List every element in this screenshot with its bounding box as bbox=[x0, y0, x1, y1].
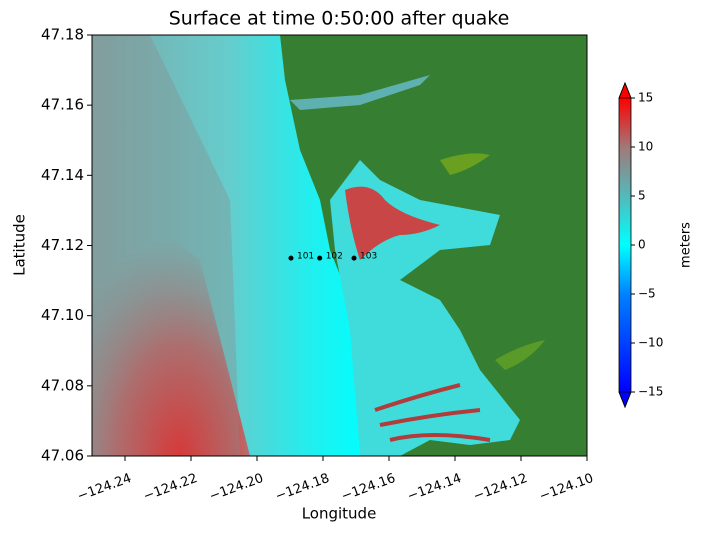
x-tick-label: −124.22 bbox=[141, 471, 199, 504]
gauge-label: 101 bbox=[297, 252, 314, 262]
colorbar-tick-label: 15 bbox=[638, 91, 653, 105]
y-tick-label: 47.10 bbox=[41, 306, 84, 324]
x-tick-label: −124.14 bbox=[405, 471, 463, 504]
y-tick-label: 47.08 bbox=[41, 376, 84, 394]
colorbar bbox=[619, 98, 631, 392]
x-tick-label: −124.10 bbox=[537, 471, 595, 504]
colorbar-tick-label: 5 bbox=[638, 189, 646, 203]
y-tick-label: 47.18 bbox=[41, 26, 84, 44]
colorbar-extend-bottom bbox=[618, 391, 632, 409]
y-tick-label: 47.14 bbox=[41, 166, 84, 184]
y-tick-label: 47.12 bbox=[41, 236, 84, 254]
colorbar-tick-label: 0 bbox=[638, 238, 646, 252]
gauge-label: 103 bbox=[360, 252, 377, 262]
gauge-label: 102 bbox=[326, 252, 343, 262]
y-tick-label: 47.06 bbox=[41, 447, 84, 465]
x-tick-label: −124.12 bbox=[471, 471, 529, 504]
gauge bbox=[288, 255, 294, 261]
y-tick-label: 47.16 bbox=[41, 96, 84, 114]
gauge bbox=[351, 255, 357, 261]
x-tick-label: −124.20 bbox=[207, 471, 265, 504]
y-axis-label: Latitude bbox=[11, 214, 29, 276]
colorbar-tick-label: −5 bbox=[638, 287, 656, 301]
chart-title: Surface at time 0:50:00 after quake bbox=[169, 8, 510, 30]
colorbar-tick-label: −15 bbox=[638, 385, 663, 399]
colorbar-tick-label: −10 bbox=[638, 336, 663, 350]
map-background bbox=[92, 35, 587, 456]
colorbar-label: meters bbox=[679, 222, 694, 268]
x-tick-label: −124.24 bbox=[75, 471, 133, 504]
colorbar-extend-top bbox=[618, 81, 632, 99]
x-axis-label: Longitude bbox=[302, 505, 377, 523]
x-tick-label: −124.18 bbox=[273, 471, 331, 504]
gauge bbox=[317, 255, 323, 261]
x-tick-label: −124.16 bbox=[339, 471, 397, 504]
colorbar-tick-label: 10 bbox=[638, 140, 653, 154]
